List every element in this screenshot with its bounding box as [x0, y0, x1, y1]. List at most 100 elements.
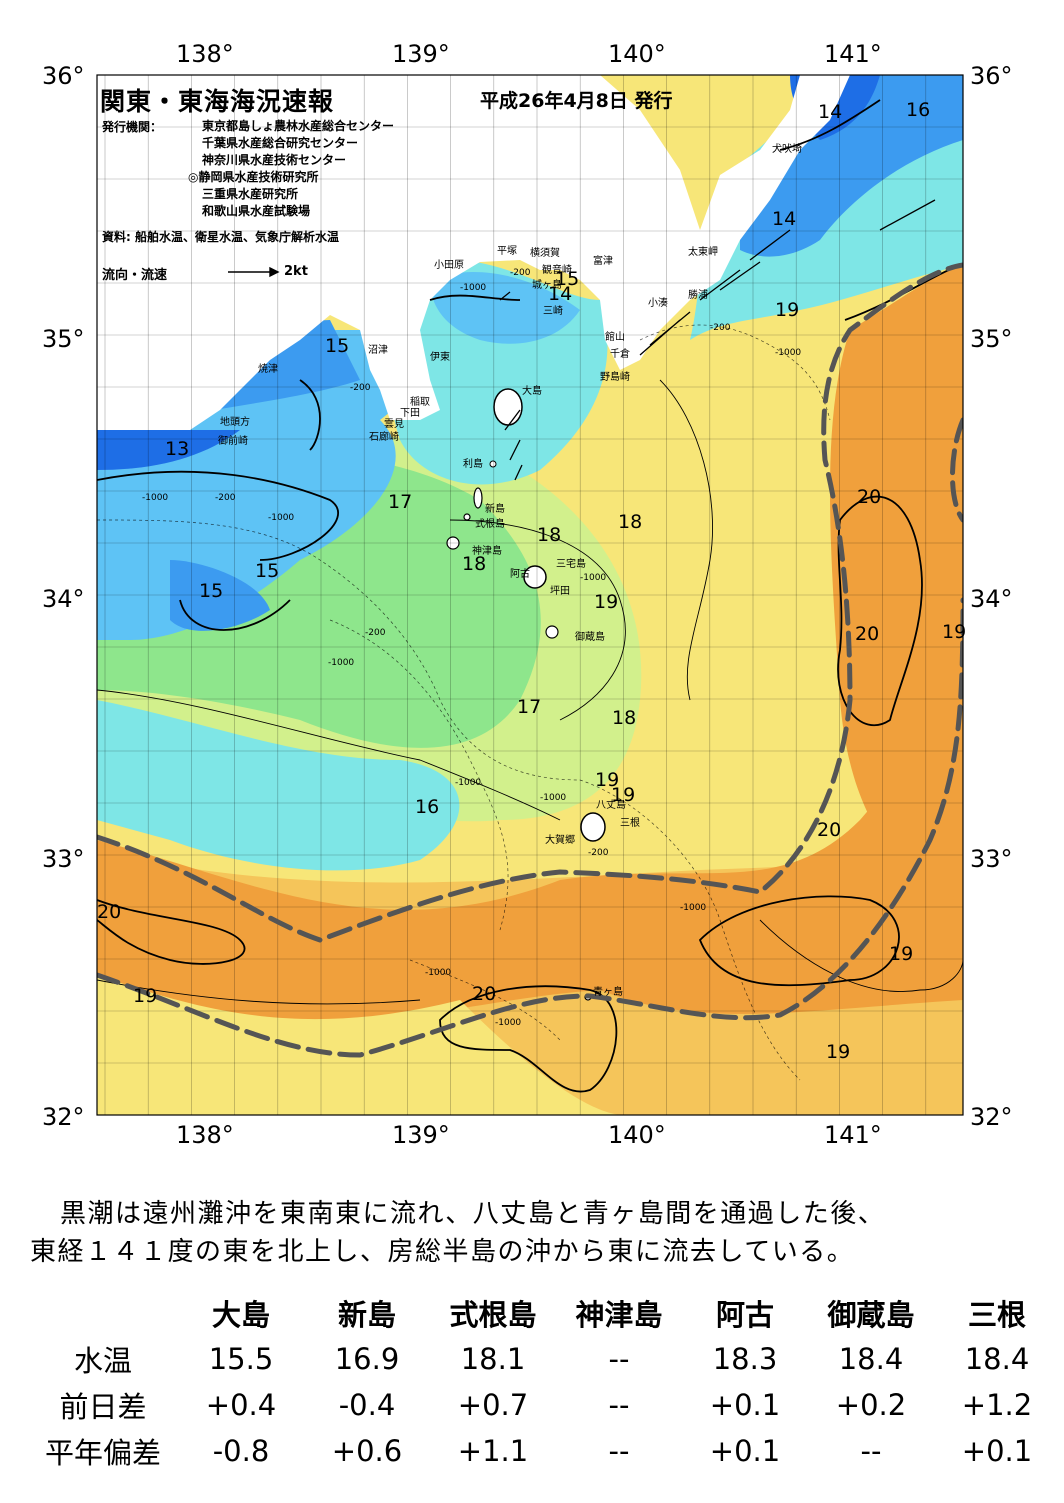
- table-cell: 15.5: [208, 1342, 274, 1376]
- place-kominato: 小湊: [648, 296, 668, 309]
- depth-label: -1000: [580, 573, 606, 583]
- isotherm-label: 14: [548, 283, 572, 305]
- lon-tick-top-141: 141°: [824, 40, 882, 68]
- place-toshima: 利島: [463, 457, 483, 470]
- place-kannonzaki: 観音崎: [542, 263, 572, 276]
- place-tsubota: 坪田: [550, 584, 570, 597]
- isotherm-label: 19: [595, 769, 619, 791]
- column-header: 阿古: [715, 1298, 774, 1332]
- lat-tick-right-36: 36°: [970, 62, 1013, 90]
- map-title: 関東・東海海況速報: [100, 87, 335, 116]
- place-nojimazaki: 野島崎: [600, 370, 630, 383]
- place-kumomi: 雲見: [384, 418, 404, 430]
- isotherm-label: 20: [855, 623, 879, 645]
- table-cell: 18.4: [964, 1342, 1030, 1376]
- table-row: 平年偏差 -0.8 +0.6 +1.1 -- +0.1 -- +0.1: [28, 1428, 1060, 1474]
- issuer-label: 発行機関：: [102, 120, 163, 134]
- table-cell: +0.7: [457, 1388, 529, 1422]
- row-header: 水温: [73, 1344, 132, 1378]
- data-source: 資料: 船舶水温、衛星水温、気象庁解析水温: [102, 230, 339, 244]
- isotherm-label: 20: [472, 983, 496, 1005]
- place-taitomisaki: 太東岬: [688, 245, 718, 258]
- lat-tick-left-33: 33°: [42, 845, 85, 873]
- lat-tick-left-35: 35°: [42, 325, 85, 353]
- isotherm-contours: [97, 99, 963, 1093]
- row-header: 前日差: [59, 1390, 147, 1424]
- map-frame: [96, 74, 964, 1116]
- place-hiratsuka: 平塚: [497, 245, 517, 257]
- place-mikurajima: 御蔵島: [575, 630, 605, 643]
- lat-tick-left-32: 32°: [42, 1103, 85, 1131]
- place-okago: 大賀郷: [545, 833, 575, 846]
- isotherm-label: 15: [555, 268, 579, 290]
- place-odawara: 小田原: [434, 259, 464, 271]
- summary-text: 黒潮は遠州灘沖を東南東に流れ、八丈島と青ヶ島間を通過した後、 東経１４１度の東を…: [30, 1195, 885, 1271]
- place-miyakejima: 三宅島: [556, 557, 586, 570]
- place-shikinejima: 式根島: [475, 517, 505, 530]
- place-inatori: 稲取: [410, 396, 430, 408]
- summary-line: 黒潮は遠州灘沖を東南東に流れ、八丈島と青ヶ島間を通過した後、: [60, 1199, 886, 1229]
- isotherm-label: 15: [199, 580, 223, 602]
- table-header-row: 大島 新島 式根島 神津島 阿古 御蔵島 三根: [28, 1290, 1060, 1336]
- table-row: 水温 15.5 16.9 18.1 -- 18.3 18.4 18.4: [28, 1336, 1060, 1382]
- table-cell: +0.1: [709, 1388, 781, 1422]
- issuer: 神奈川県水産技術センター: [202, 153, 347, 167]
- island-oshima: [493, 388, 523, 426]
- place-aogashima: 青ヶ島: [593, 985, 623, 998]
- depth-label: -1000: [460, 283, 486, 293]
- summary-line: 東経１４１度の東を北上し、房総半島の沖から東に流去している。: [30, 1237, 855, 1267]
- isotherm-label: 17: [388, 491, 412, 513]
- isotherm-label: 18: [612, 707, 636, 729]
- place-shimoda: 下田: [400, 408, 420, 419]
- depth-label: -1000: [495, 1018, 521, 1028]
- depth-label: -1000: [425, 968, 451, 978]
- isotherm-label: 18: [462, 553, 486, 575]
- lon-tick-bottom-140: 140°: [608, 1121, 666, 1149]
- island-shikinejima: [463, 513, 471, 521]
- isotherm-label: 20: [857, 486, 881, 508]
- lon-tick-top-138: 138°: [176, 40, 234, 68]
- lon-tick-top-140: 140°: [608, 40, 666, 68]
- lat-lon-grid: [97, 75, 963, 1115]
- issuer: 東京都島しょ農林水産総合センター: [202, 119, 395, 133]
- island-niijima: [473, 487, 483, 509]
- place-jogashima: 城ヶ島: [532, 278, 562, 291]
- table-cell: 18.4: [838, 1342, 904, 1376]
- place-hachijojima: 八丈島: [596, 798, 626, 811]
- place-futtsu: 富津: [593, 254, 613, 267]
- column-header: 御蔵島: [827, 1298, 915, 1332]
- lon-tick-top-139: 139°: [392, 40, 450, 68]
- table-cell: +0.4: [205, 1388, 277, 1422]
- place-jitokata: 地頭方: [220, 415, 250, 428]
- isotherm-label: 14: [772, 208, 796, 230]
- kuroshio-axis: [97, 262, 963, 1058]
- place-mitsune: 三根: [620, 816, 640, 829]
- depth-label: -200: [215, 493, 236, 503]
- column-header: 新島: [337, 1298, 396, 1332]
- place-names: 犬吠埼 太東岬 勝浦 小湊 富津 館山 千倉 野島崎 横須賀 観音崎 平塚 小田…: [218, 142, 802, 998]
- table-cell: -0.4: [338, 1388, 396, 1422]
- bathymetry-contours: [97, 324, 831, 1081]
- place-kozushima: 神津島: [472, 544, 502, 557]
- flow-legend-label: 流向・流速: [102, 268, 168, 283]
- island-observation-table: 大島 新島 式根島 神津島 阿古 御蔵島 三根 水温 15.5 16.9 18.…: [28, 1290, 1060, 1474]
- depth-labels: -200 -200 -200 -200 -200 -200 -1000 -100…: [142, 268, 801, 1028]
- issue-date: 平成26年4月8日 発行: [480, 90, 673, 112]
- place-oshima: 大島: [522, 384, 542, 397]
- island-toshima: [489, 460, 497, 468]
- place-ako: 阿古: [510, 567, 530, 580]
- depth-label: -200: [588, 848, 609, 858]
- place-yokosuka: 横須賀: [530, 246, 560, 259]
- table-cell: +0.1: [961, 1434, 1033, 1468]
- isotherm-label: 19: [942, 621, 966, 643]
- axis-labels: 138° 139° 140° 141° 138° 139° 140° 141° …: [42, 40, 1013, 1149]
- temperature-fill-layer: [97, 75, 963, 1115]
- depth-label: -1000: [680, 903, 706, 913]
- table-cell: --: [608, 1434, 630, 1468]
- depth-label: -200: [365, 628, 386, 638]
- isotherm-label: 19: [775, 299, 799, 321]
- depth-label: -200: [350, 383, 371, 393]
- isotherm-label: 16: [906, 99, 930, 121]
- isotherm-label: 19: [826, 1041, 850, 1063]
